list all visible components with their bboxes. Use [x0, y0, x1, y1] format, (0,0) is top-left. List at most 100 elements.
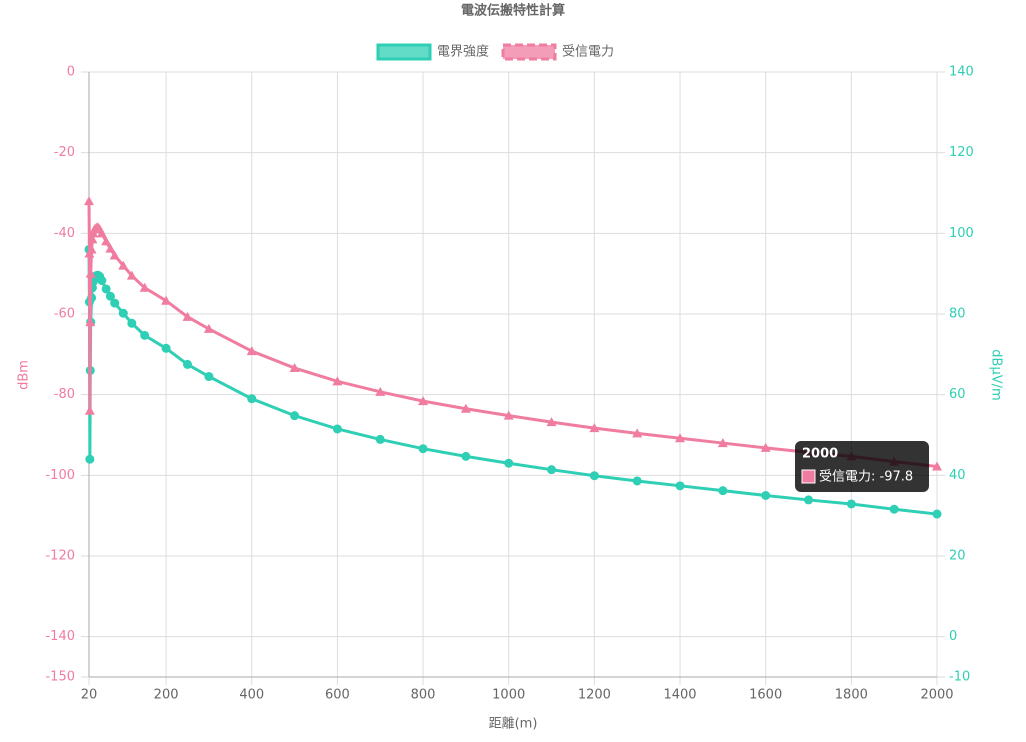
point	[140, 330, 150, 340]
point	[105, 291, 115, 301]
point	[110, 298, 120, 308]
point	[846, 499, 856, 509]
point	[84, 405, 95, 415]
y2-tick-label: 80	[949, 307, 966, 322]
y-tick-label: -60	[54, 307, 75, 322]
x-tick-label: 1000	[492, 688, 525, 703]
y2-tick-label: 0	[949, 629, 957, 644]
x-tick-label: 600	[325, 688, 350, 703]
legend-swatch	[376, 43, 432, 61]
x-tick-label: 20	[81, 688, 98, 703]
point	[375, 434, 385, 444]
point	[332, 376, 343, 386]
point	[183, 359, 193, 369]
point	[547, 465, 557, 475]
point	[85, 268, 96, 278]
y-tick-label: -20	[54, 145, 75, 160]
series-line	[87, 201, 938, 468]
point	[101, 284, 111, 294]
chart-title: 電波伝搬特性計算	[461, 3, 565, 19]
point	[461, 451, 471, 461]
point	[804, 495, 814, 505]
point	[761, 491, 771, 500]
point	[290, 411, 300, 421]
point	[418, 396, 429, 406]
y2-tick-label: 120	[949, 145, 974, 160]
y2-axis-title: dBμV/m	[989, 349, 1004, 400]
tooltip-swatch	[801, 469, 816, 484]
y-tick-label: -120	[45, 549, 75, 564]
point	[546, 417, 557, 427]
x-tick-label: 2000	[920, 688, 953, 703]
point	[85, 317, 96, 327]
point	[126, 270, 137, 280]
legend-label: 受信電力	[562, 45, 614, 60]
x-tick-label: 1600	[749, 688, 782, 703]
x-axis-title: 距離(m)	[489, 717, 538, 732]
point	[503, 410, 514, 420]
point	[105, 243, 116, 253]
y-tick-label: -100	[45, 468, 75, 483]
point	[589, 471, 599, 481]
point	[96, 228, 107, 238]
y2-tick-label: 40	[949, 468, 966, 483]
y-tick-label: -140	[45, 629, 75, 644]
point	[127, 318, 137, 328]
point	[246, 346, 257, 356]
point	[161, 343, 171, 353]
y-axis-title: dBm	[17, 360, 32, 390]
y-tick-label: 0	[67, 65, 75, 80]
point	[760, 442, 771, 452]
point	[632, 476, 642, 486]
tooltip: 2000 受信電力: -97.8	[795, 441, 929, 492]
point	[589, 423, 600, 433]
point	[718, 486, 728, 496]
x-tick-label: 200	[154, 688, 179, 703]
point	[632, 428, 643, 438]
y2-tick-label: -10	[949, 670, 970, 685]
point	[418, 444, 428, 454]
point	[97, 276, 107, 286]
point	[203, 323, 214, 333]
point	[109, 250, 120, 260]
point	[375, 386, 386, 396]
point	[86, 244, 97, 254]
point	[932, 509, 942, 519]
y2-tick-label: 140	[949, 65, 974, 80]
point	[289, 363, 300, 373]
point	[889, 504, 899, 514]
point	[161, 295, 172, 305]
y-tick-label: -40	[54, 226, 75, 241]
point	[247, 394, 257, 404]
x-tick-label: 1400	[663, 688, 696, 703]
point	[932, 461, 942, 471]
legend-item: 電界強度	[376, 43, 489, 61]
x-tick-label: 1200	[578, 688, 611, 703]
point	[139, 282, 150, 292]
y-tick-label: -150	[45, 670, 75, 685]
point	[504, 458, 514, 468]
point	[118, 260, 129, 270]
point	[675, 481, 685, 491]
legend-swatch	[501, 43, 557, 61]
point	[675, 433, 686, 443]
point	[182, 311, 193, 321]
y2-tick-label: 60	[949, 387, 966, 402]
y2-tick-label: 100	[949, 226, 974, 241]
point	[460, 403, 471, 413]
legend-item: 受信電力	[501, 43, 614, 61]
tooltip-label: 受信電力: -97.8	[819, 470, 913, 485]
point	[118, 308, 128, 318]
point	[717, 438, 728, 448]
y-tick-label: -80	[54, 387, 75, 402]
x-tick-label: 400	[239, 688, 264, 703]
point	[85, 454, 95, 464]
legend-label: 電界強度	[437, 44, 489, 60]
x-tick-label: 800	[411, 688, 436, 703]
tooltip-title: 2000	[802, 447, 838, 462]
tooltip-box	[795, 441, 929, 492]
point	[332, 424, 342, 434]
point	[87, 234, 98, 244]
point	[84, 196, 94, 206]
